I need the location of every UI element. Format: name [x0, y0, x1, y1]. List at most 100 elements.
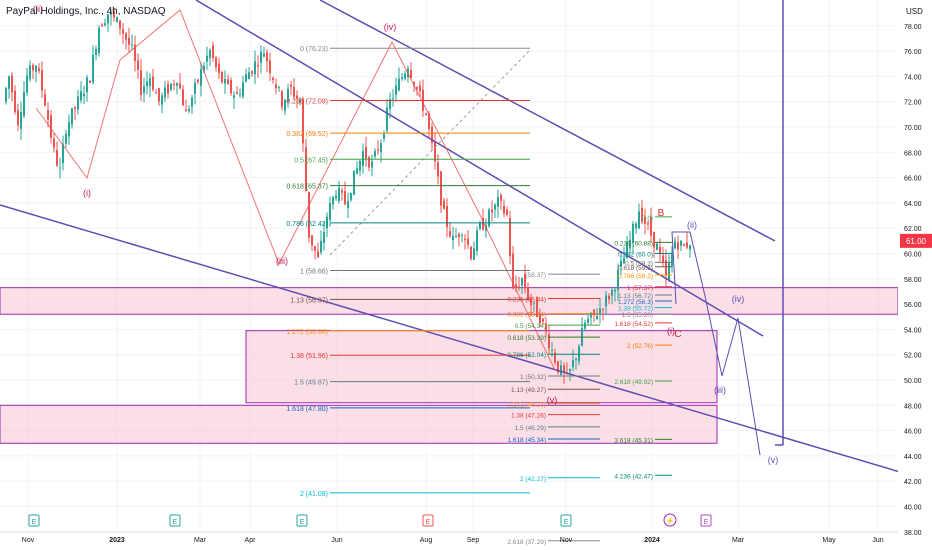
candle-body [32, 64, 34, 71]
candle-body [47, 110, 49, 120]
candle-body [131, 44, 133, 46]
candle-body [272, 77, 274, 80]
candle-body [119, 20, 121, 29]
candle-body [479, 222, 481, 229]
candle-body [506, 209, 508, 215]
candle-body [557, 361, 559, 373]
earnings-icon[interactable] [296, 514, 308, 527]
earnings-icon[interactable] [422, 514, 434, 527]
candle-body [248, 72, 250, 80]
candle-body [665, 259, 667, 276]
candle-body [185, 109, 187, 112]
fib2-level-label: 1 (50.32) [520, 374, 546, 381]
fib1-level-label: 1.272 (53.88) [286, 329, 328, 336]
fib2-level-label: (58.37) [525, 272, 546, 279]
candle-body [623, 257, 625, 264]
candle-body [554, 352, 556, 363]
candle-body [122, 29, 124, 34]
candle-body [470, 246, 472, 259]
candle-body [533, 302, 535, 304]
wave-label: (iv) [732, 294, 745, 304]
candle-body [605, 295, 607, 307]
candle-body [281, 91, 283, 107]
candle-body [455, 236, 457, 238]
candle-body [212, 45, 214, 59]
candle-body [482, 218, 484, 230]
channel-line-upper[interactable] [319, 0, 776, 242]
candle-body [311, 235, 313, 246]
candle-body [242, 82, 244, 97]
x-tick-label: Jun [331, 537, 342, 544]
candle-body [662, 255, 664, 263]
candle-body [176, 82, 178, 86]
candle-body [89, 80, 91, 83]
fib3-level-label: 0.618 (59.3) [618, 265, 653, 272]
candle-body [569, 369, 571, 372]
candle-body [59, 167, 61, 169]
candle-body [599, 308, 601, 314]
candle-body [677, 242, 679, 250]
candle-body [26, 75, 28, 93]
x-tick-label: Mar [732, 537, 745, 544]
fib3-level-label: 0.236 (60.88) [614, 240, 653, 247]
earnings-icon[interactable] [560, 514, 572, 527]
candle-body [413, 82, 415, 86]
candle-body [137, 60, 139, 70]
candle-body [341, 190, 343, 193]
candle-body [362, 151, 364, 166]
candle-body [44, 94, 46, 106]
dividend-icon-glyph: ⚡ [666, 516, 675, 525]
candle-body [161, 95, 163, 105]
fib3-level-label: 0.382 (60.0) [618, 252, 653, 259]
earnings-icon[interactable] [700, 514, 712, 527]
channel-line-lower[interactable] [0, 204, 928, 481]
candle-body [245, 74, 247, 82]
candle-body [614, 289, 616, 292]
candle-body [101, 24, 103, 27]
candle-body [200, 69, 202, 86]
y-tick-label: 64.00 [904, 201, 922, 208]
candle-body [263, 53, 265, 57]
candle-body [437, 162, 439, 177]
y-tick-label: 54.00 [904, 327, 922, 334]
candle-body [431, 126, 433, 143]
candle-body [629, 239, 631, 249]
candle-body [494, 204, 496, 210]
candle-body [230, 80, 232, 94]
candle-body [461, 235, 463, 237]
candle-body [344, 191, 346, 205]
candle-body [293, 87, 295, 97]
candle-body [134, 44, 136, 61]
earnings-icon[interactable] [28, 514, 40, 527]
earnings-icon[interactable] [169, 514, 181, 527]
fib3-level-label: 0.786 (58.3) [618, 273, 653, 280]
candle-body [332, 196, 334, 205]
earnings-icon-letter: E [564, 519, 569, 526]
candle-body [476, 230, 478, 252]
candle-body [380, 143, 382, 153]
candle-body [62, 144, 64, 164]
x-tick-label: Aug [420, 537, 433, 544]
candle-body [350, 192, 352, 200]
candle-body [650, 218, 652, 236]
candle-body [71, 107, 73, 125]
fib3-level-label: 4.236 (42.47) [614, 473, 653, 480]
candle-body [611, 289, 613, 296]
candle-body [53, 138, 55, 148]
price-badge-bg [900, 233, 932, 248]
candle-body [221, 71, 223, 83]
candle-body [23, 91, 25, 117]
channel-line-mid[interactable] [195, 0, 764, 337]
dividend-icon[interactable] [663, 513, 677, 527]
candle-body [284, 99, 286, 111]
candle-body [515, 284, 517, 288]
earnings-icon-letter: E [704, 519, 709, 526]
candle-body [560, 365, 562, 375]
candle-body [236, 92, 238, 94]
candle-body [107, 14, 109, 24]
y-tick-label: 46.00 [904, 429, 922, 436]
candle-body [215, 57, 217, 68]
fib3-level-label: 1.618 (54.52) [614, 321, 653, 328]
candle-body [323, 231, 325, 243]
